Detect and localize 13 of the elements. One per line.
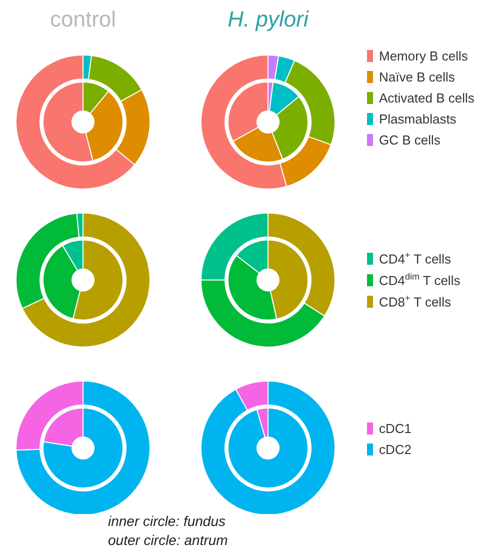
legend-label: Memory B cells	[379, 48, 468, 64]
legend-label: GC B cells	[379, 132, 441, 148]
text: inner circle: fundus	[108, 512, 227, 531]
legend-label: Plasmablasts	[379, 112, 457, 126]
legend-label: CD8+ T cells	[379, 292, 452, 310]
legend-label: cDC2	[379, 442, 412, 457]
legend-label: CD4+ T cells	[379, 250, 452, 266]
text: control	[50, 6, 116, 32]
legend-label: cDC1	[379, 421, 412, 436]
legend-label: Naïve B cells	[379, 70, 456, 84]
text: H. pylori	[228, 6, 310, 32]
text: outer circle: antrum	[108, 531, 228, 550]
legend-label: Activated B cells	[379, 90, 475, 106]
